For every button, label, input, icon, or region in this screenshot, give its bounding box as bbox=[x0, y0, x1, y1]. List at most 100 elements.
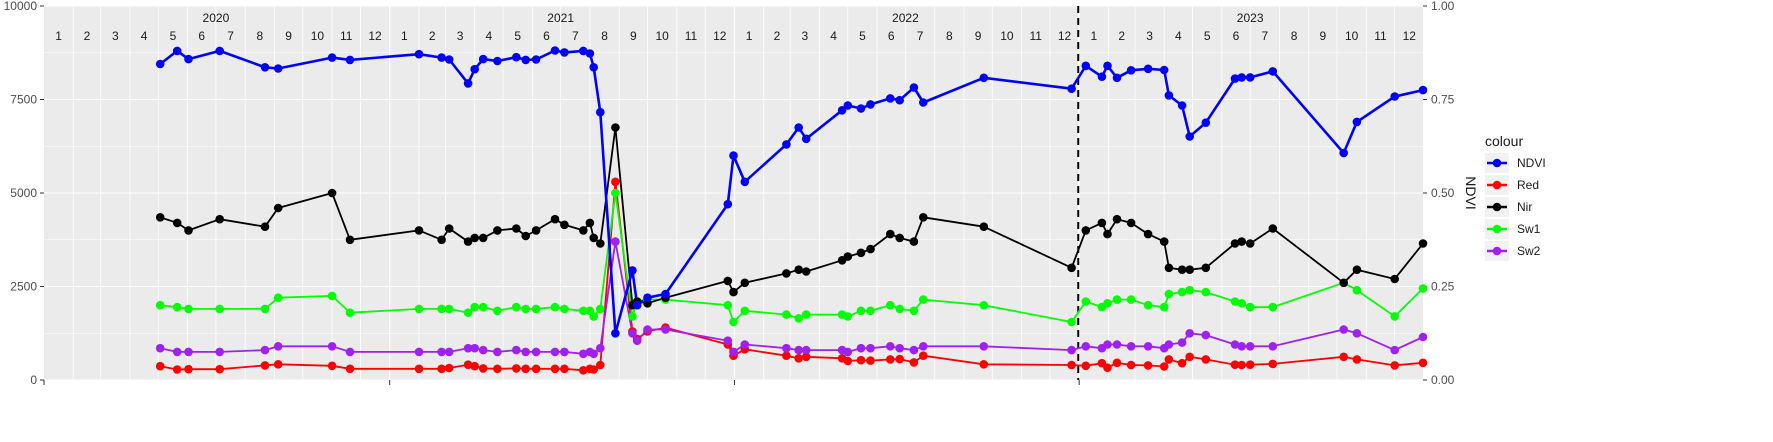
point-sw1 bbox=[1143, 300, 1153, 310]
point-sw1 bbox=[1237, 299, 1246, 308]
point-nir bbox=[895, 233, 904, 243]
month-label: 4 bbox=[1175, 29, 1182, 43]
point-sw1 bbox=[414, 304, 424, 314]
point-sw1 bbox=[979, 300, 989, 310]
point-nir bbox=[1390, 274, 1399, 284]
point-sw1 bbox=[723, 300, 733, 310]
point-red bbox=[782, 351, 791, 361]
legend-title: colour bbox=[1485, 133, 1523, 149]
point-sw1 bbox=[589, 312, 598, 321]
point-ndvi bbox=[493, 56, 502, 66]
point-sw1 bbox=[856, 306, 866, 316]
point-red bbox=[414, 364, 424, 374]
point-nir bbox=[1103, 229, 1112, 239]
point-ndvi bbox=[1164, 91, 1174, 100]
point-red bbox=[560, 364, 569, 374]
point-sw1 bbox=[1159, 302, 1169, 312]
point-sw1 bbox=[215, 304, 224, 314]
point-sw1 bbox=[444, 304, 454, 314]
point-red bbox=[273, 360, 283, 369]
point-ndvi bbox=[1159, 65, 1169, 75]
point-red bbox=[1126, 360, 1136, 370]
point-sw1 bbox=[1418, 284, 1428, 293]
point-nir bbox=[215, 214, 224, 224]
point-ndvi bbox=[1237, 73, 1246, 82]
point-sw2 bbox=[1103, 340, 1112, 349]
point-ndvi bbox=[512, 52, 521, 62]
month-label: 7 bbox=[227, 29, 234, 43]
point-nir bbox=[444, 224, 454, 233]
point-ndvi bbox=[1352, 117, 1362, 127]
point-ndvi bbox=[437, 53, 446, 62]
point-sw2 bbox=[866, 343, 875, 353]
point-nir bbox=[1067, 263, 1076, 273]
month-label: 8 bbox=[601, 29, 608, 43]
point-sw1 bbox=[729, 317, 738, 327]
point-red bbox=[512, 364, 521, 373]
point-nir bbox=[1201, 263, 1211, 273]
point-sw1 bbox=[1112, 295, 1122, 304]
point-red bbox=[184, 364, 193, 374]
legend-label-red: Red bbox=[1517, 178, 1539, 192]
month-label: 4 bbox=[141, 29, 148, 43]
point-sw1 bbox=[1067, 317, 1076, 327]
month-label: 1 bbox=[1090, 29, 1097, 43]
point-sw1 bbox=[1103, 299, 1112, 308]
point-sw2 bbox=[155, 343, 165, 353]
point-red bbox=[1339, 352, 1348, 362]
month-label: 2 bbox=[1118, 29, 1125, 43]
point-sw2 bbox=[1339, 325, 1348, 334]
month-label: 6 bbox=[1233, 29, 1240, 43]
point-sw2 bbox=[632, 336, 642, 346]
month-label: 9 bbox=[975, 29, 982, 43]
month-label: 10 bbox=[656, 29, 670, 43]
point-sw1 bbox=[172, 302, 182, 312]
series-line-sw1 bbox=[160, 192, 1424, 323]
point-red bbox=[589, 365, 598, 374]
point-sw2 bbox=[856, 343, 866, 353]
point-ndvi bbox=[729, 151, 738, 160]
point-nir bbox=[723, 276, 733, 286]
point-ndvi bbox=[866, 100, 875, 109]
point-sw2 bbox=[628, 329, 637, 338]
month-label: 6 bbox=[543, 29, 550, 43]
point-sw1 bbox=[470, 302, 480, 312]
point-sw2 bbox=[596, 343, 605, 353]
legend-label-sw1: Sw1 bbox=[1517, 222, 1541, 236]
point-ndvi bbox=[470, 64, 480, 74]
series-line-nir bbox=[159, 126, 1424, 307]
point-sw2 bbox=[444, 347, 454, 357]
point-sw2 bbox=[801, 345, 811, 355]
point-red bbox=[470, 361, 480, 371]
point-nir bbox=[919, 213, 928, 222]
point-red bbox=[1237, 360, 1246, 370]
point-red bbox=[155, 361, 165, 371]
point-sw1 bbox=[184, 304, 193, 314]
point-nir bbox=[1126, 218, 1136, 228]
point-sw1 bbox=[1177, 287, 1187, 297]
point-ndvi bbox=[215, 46, 224, 56]
point-nir bbox=[1177, 265, 1187, 275]
point-sw1 bbox=[260, 304, 270, 314]
point-nir bbox=[611, 123, 620, 132]
point-red bbox=[1143, 361, 1153, 370]
point-sw1 bbox=[909, 306, 919, 316]
point-ndvi bbox=[260, 63, 270, 72]
point-ndvi bbox=[1177, 101, 1187, 110]
point-nir bbox=[1418, 239, 1428, 248]
point-nir bbox=[273, 203, 283, 213]
month-label: 9 bbox=[285, 29, 292, 43]
point-sw2 bbox=[437, 347, 446, 357]
month-label: 9 bbox=[630, 29, 637, 43]
point-ndvi bbox=[155, 59, 165, 69]
y-tick-label: 5000 bbox=[10, 186, 37, 200]
point-red bbox=[1418, 358, 1428, 368]
point-ndvi bbox=[1245, 73, 1255, 82]
month-label: 1 bbox=[746, 29, 753, 43]
point-red bbox=[909, 358, 919, 367]
point-ndvi bbox=[345, 55, 355, 65]
point-ndvi bbox=[1230, 74, 1240, 83]
month-label: 3 bbox=[801, 29, 808, 43]
point-ndvi bbox=[740, 177, 750, 187]
point-ndvi bbox=[1185, 132, 1194, 141]
